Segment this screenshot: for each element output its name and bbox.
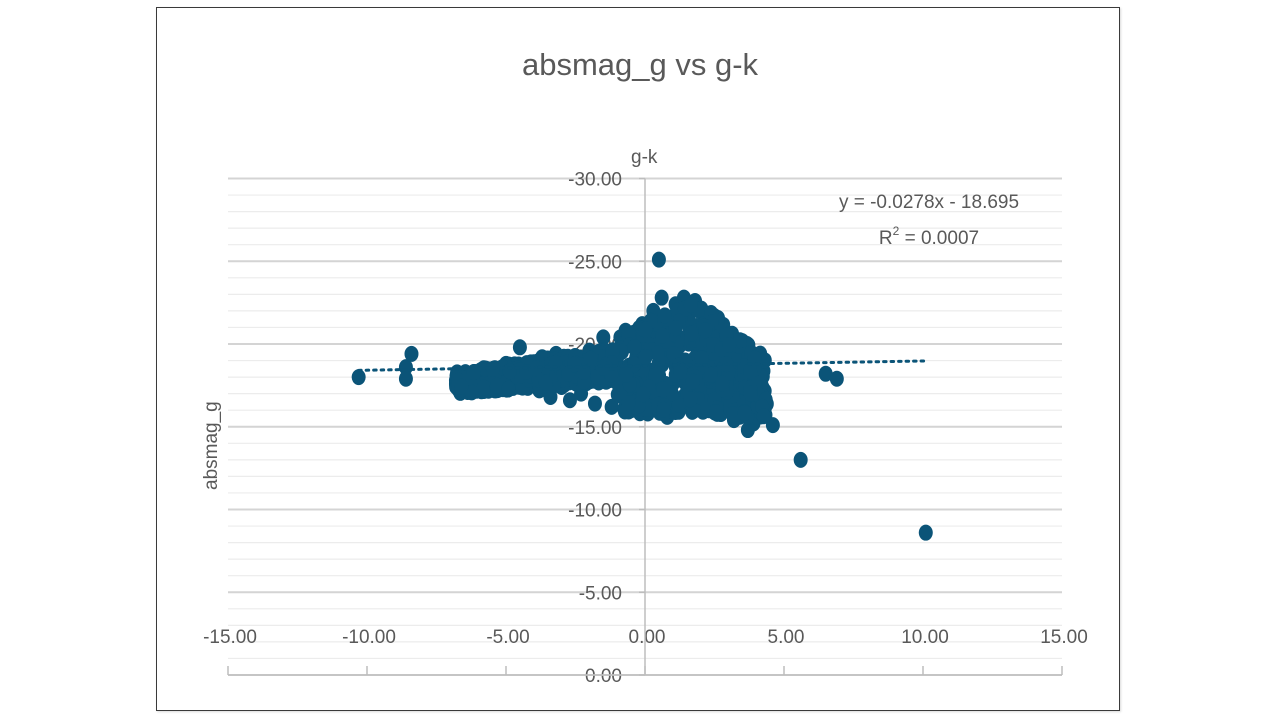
- data-point: [743, 363, 758, 380]
- data-point: [732, 332, 747, 349]
- x-axis-label: g-k: [631, 147, 658, 168]
- data-point: [528, 360, 543, 377]
- x-tick-label: -5.00: [486, 627, 529, 648]
- data-point: [722, 336, 737, 353]
- x-tick-label: 15.00: [1040, 627, 1088, 648]
- y-tick-label: -5.00: [579, 583, 622, 604]
- data-point: [538, 374, 553, 391]
- data-point: [829, 370, 844, 387]
- data-point: [650, 345, 665, 362]
- x-tick-label: 0.00: [629, 627, 666, 648]
- y-tick-label: -30.00: [568, 170, 622, 191]
- data-point: [464, 384, 479, 401]
- data-point: [604, 398, 619, 415]
- data-point: [627, 356, 642, 373]
- data-point: [673, 363, 688, 380]
- data-point: [636, 386, 651, 403]
- data-point: [651, 251, 666, 268]
- data-point: [512, 339, 527, 356]
- data-point: [351, 369, 366, 386]
- data-point: [743, 385, 758, 402]
- data-point: [567, 356, 582, 373]
- data-point: [683, 297, 698, 314]
- data-point: [502, 363, 517, 380]
- data-point: [398, 359, 413, 376]
- data-point: [596, 329, 611, 346]
- x-tick-label: 10.00: [901, 627, 949, 648]
- data-point: [619, 366, 634, 383]
- data-point: [657, 307, 672, 324]
- y-tick-label: -15.00: [568, 418, 622, 439]
- data-point: [683, 391, 698, 408]
- data-point: [655, 327, 670, 344]
- x-tick-label: -10.00: [342, 627, 396, 648]
- data-point: [654, 289, 669, 306]
- data-point: [756, 408, 771, 425]
- data-point: [627, 339, 642, 356]
- data-point: [668, 320, 683, 337]
- data-point: [621, 395, 636, 412]
- data-point: [725, 406, 740, 423]
- data-point: [605, 342, 620, 359]
- data-point: [694, 350, 709, 367]
- data-point: [671, 396, 686, 413]
- chart-title: absmag_g vs g-k: [522, 47, 759, 82]
- data-point: [709, 404, 724, 421]
- data-point: [918, 524, 933, 541]
- data-point: [793, 451, 808, 468]
- data-point: [489, 377, 504, 394]
- data-point: [715, 375, 730, 392]
- r-squared-label: R2 = 0.0007: [879, 224, 979, 249]
- data-point: [454, 378, 469, 395]
- data-point: [466, 364, 481, 381]
- data-point: [648, 367, 663, 384]
- y-tick-label: 0.00: [585, 666, 622, 687]
- y-axis-label: absmag_g: [201, 401, 222, 490]
- data-point: [703, 366, 718, 383]
- data-point: [595, 359, 610, 376]
- data-point: [587, 395, 602, 412]
- y-tick-label: -25.00: [568, 252, 622, 273]
- data-point: [638, 321, 653, 338]
- data-point: [638, 348, 653, 365]
- data-point: [476, 379, 491, 396]
- data-point: [404, 345, 419, 362]
- data-point: [818, 365, 833, 382]
- trendline-equation: y = -0.0278x - 18.695: [839, 192, 1019, 213]
- data-point: [737, 404, 752, 421]
- data-point: [501, 380, 516, 397]
- data-point: [684, 325, 699, 342]
- data-point: [656, 401, 671, 418]
- data-point: [562, 392, 577, 409]
- x-tick-label: -15.00: [203, 627, 257, 648]
- trendline: [357, 359, 928, 372]
- x-tick-label: 5.00: [768, 627, 805, 648]
- data-point: [398, 370, 413, 387]
- data-point: [685, 373, 700, 390]
- y-tick-label: -10.00: [568, 501, 622, 522]
- data-point: [698, 322, 713, 339]
- data-points: [351, 251, 933, 541]
- data-point: [656, 381, 671, 398]
